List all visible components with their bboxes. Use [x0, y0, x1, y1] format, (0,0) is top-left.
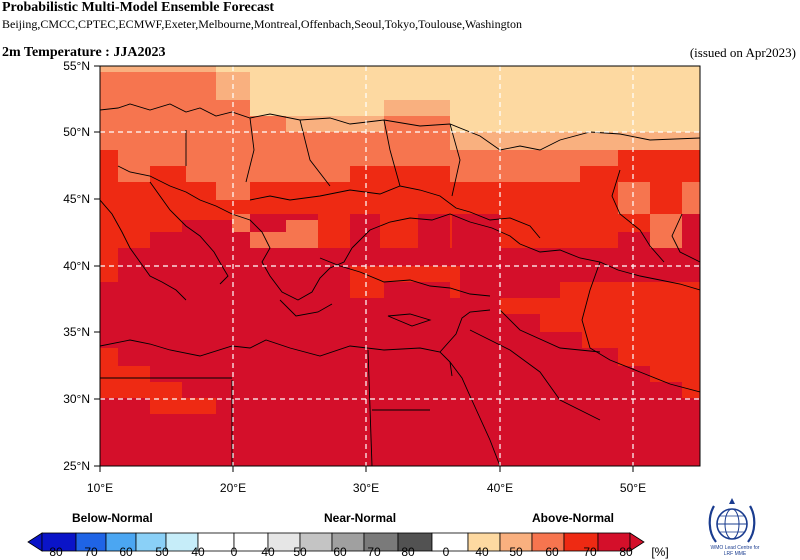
- lon-label: 30°E: [353, 481, 379, 495]
- legend-label: 60: [333, 545, 347, 559]
- legend-category-below: Below-Normal: [72, 511, 153, 525]
- legend-label: 40: [261, 545, 275, 559]
- band-70-east: [350, 266, 700, 398]
- legend-label: 80: [401, 545, 415, 559]
- lat-label: 55°N: [63, 59, 90, 73]
- legend-label: 80: [619, 545, 633, 559]
- lon-label: 40°E: [487, 481, 513, 495]
- legend-label: 70: [583, 545, 597, 559]
- band-40: [216, 66, 700, 132]
- lat-label: 45°N: [63, 192, 90, 206]
- lon-label: 50°E: [620, 481, 646, 495]
- legend-label: 50: [293, 545, 307, 559]
- lon-label: 20°E: [220, 481, 246, 495]
- lat-label: 35°N: [63, 325, 90, 339]
- legend-label: 0: [231, 545, 238, 559]
- logo-caption-line2: LRF MME: [723, 551, 747, 557]
- legend-category-near: Near-Normal: [324, 511, 397, 525]
- lat-label: 40°N: [63, 259, 90, 273]
- legend-label: 70: [84, 545, 98, 559]
- wmo-emblem-icon: [708, 498, 756, 543]
- band-60-balkan: [232, 214, 318, 248]
- legend-unit: [%]: [651, 545, 668, 559]
- axis-ticks: [94, 65, 634, 472]
- lon-label: 10°E: [87, 481, 113, 495]
- legend-arrow-right: [629, 532, 645, 552]
- lat-label: 50°N: [63, 125, 90, 139]
- legend-label: 60: [119, 545, 133, 559]
- variable-title: 2m Temperature : JJA2023: [2, 45, 166, 60]
- legend-category-above: Above-Normal: [532, 511, 615, 525]
- legend-label: 50: [155, 545, 169, 559]
- band-70-sw: [100, 348, 216, 414]
- band-60-east: [618, 182, 700, 248]
- lat-label: 25°N: [63, 459, 90, 473]
- wmo-logo: [708, 498, 756, 543]
- legend-label: 40: [475, 545, 489, 559]
- legend-swatch: [431, 532, 469, 552]
- logo-caption: WMO Lead Centre for LRF MME: [690, 545, 780, 557]
- legend-label: 0: [443, 545, 450, 559]
- chart-title: Probabilistic Multi-Model Ensemble Forec…: [2, 0, 275, 15]
- legend-label: 60: [545, 545, 559, 559]
- lat-label: 30°N: [63, 392, 90, 406]
- legend-label: 80: [49, 545, 63, 559]
- model-list: Beijing,CMCC,CPTEC,ECMWF,Exeter,Melbourn…: [2, 17, 522, 31]
- legend-label: 50: [509, 545, 523, 559]
- legend-label: 70: [367, 545, 381, 559]
- logo-caption-line1: WMO Lead Centre for: [710, 545, 760, 551]
- legend-label: 40: [191, 545, 205, 559]
- legend-arrow-left: [27, 532, 43, 552]
- grid-lines: [100, 66, 700, 466]
- issue-date: (issued on Apr2023): [689, 45, 796, 60]
- legend-colorbar: [27, 532, 645, 552]
